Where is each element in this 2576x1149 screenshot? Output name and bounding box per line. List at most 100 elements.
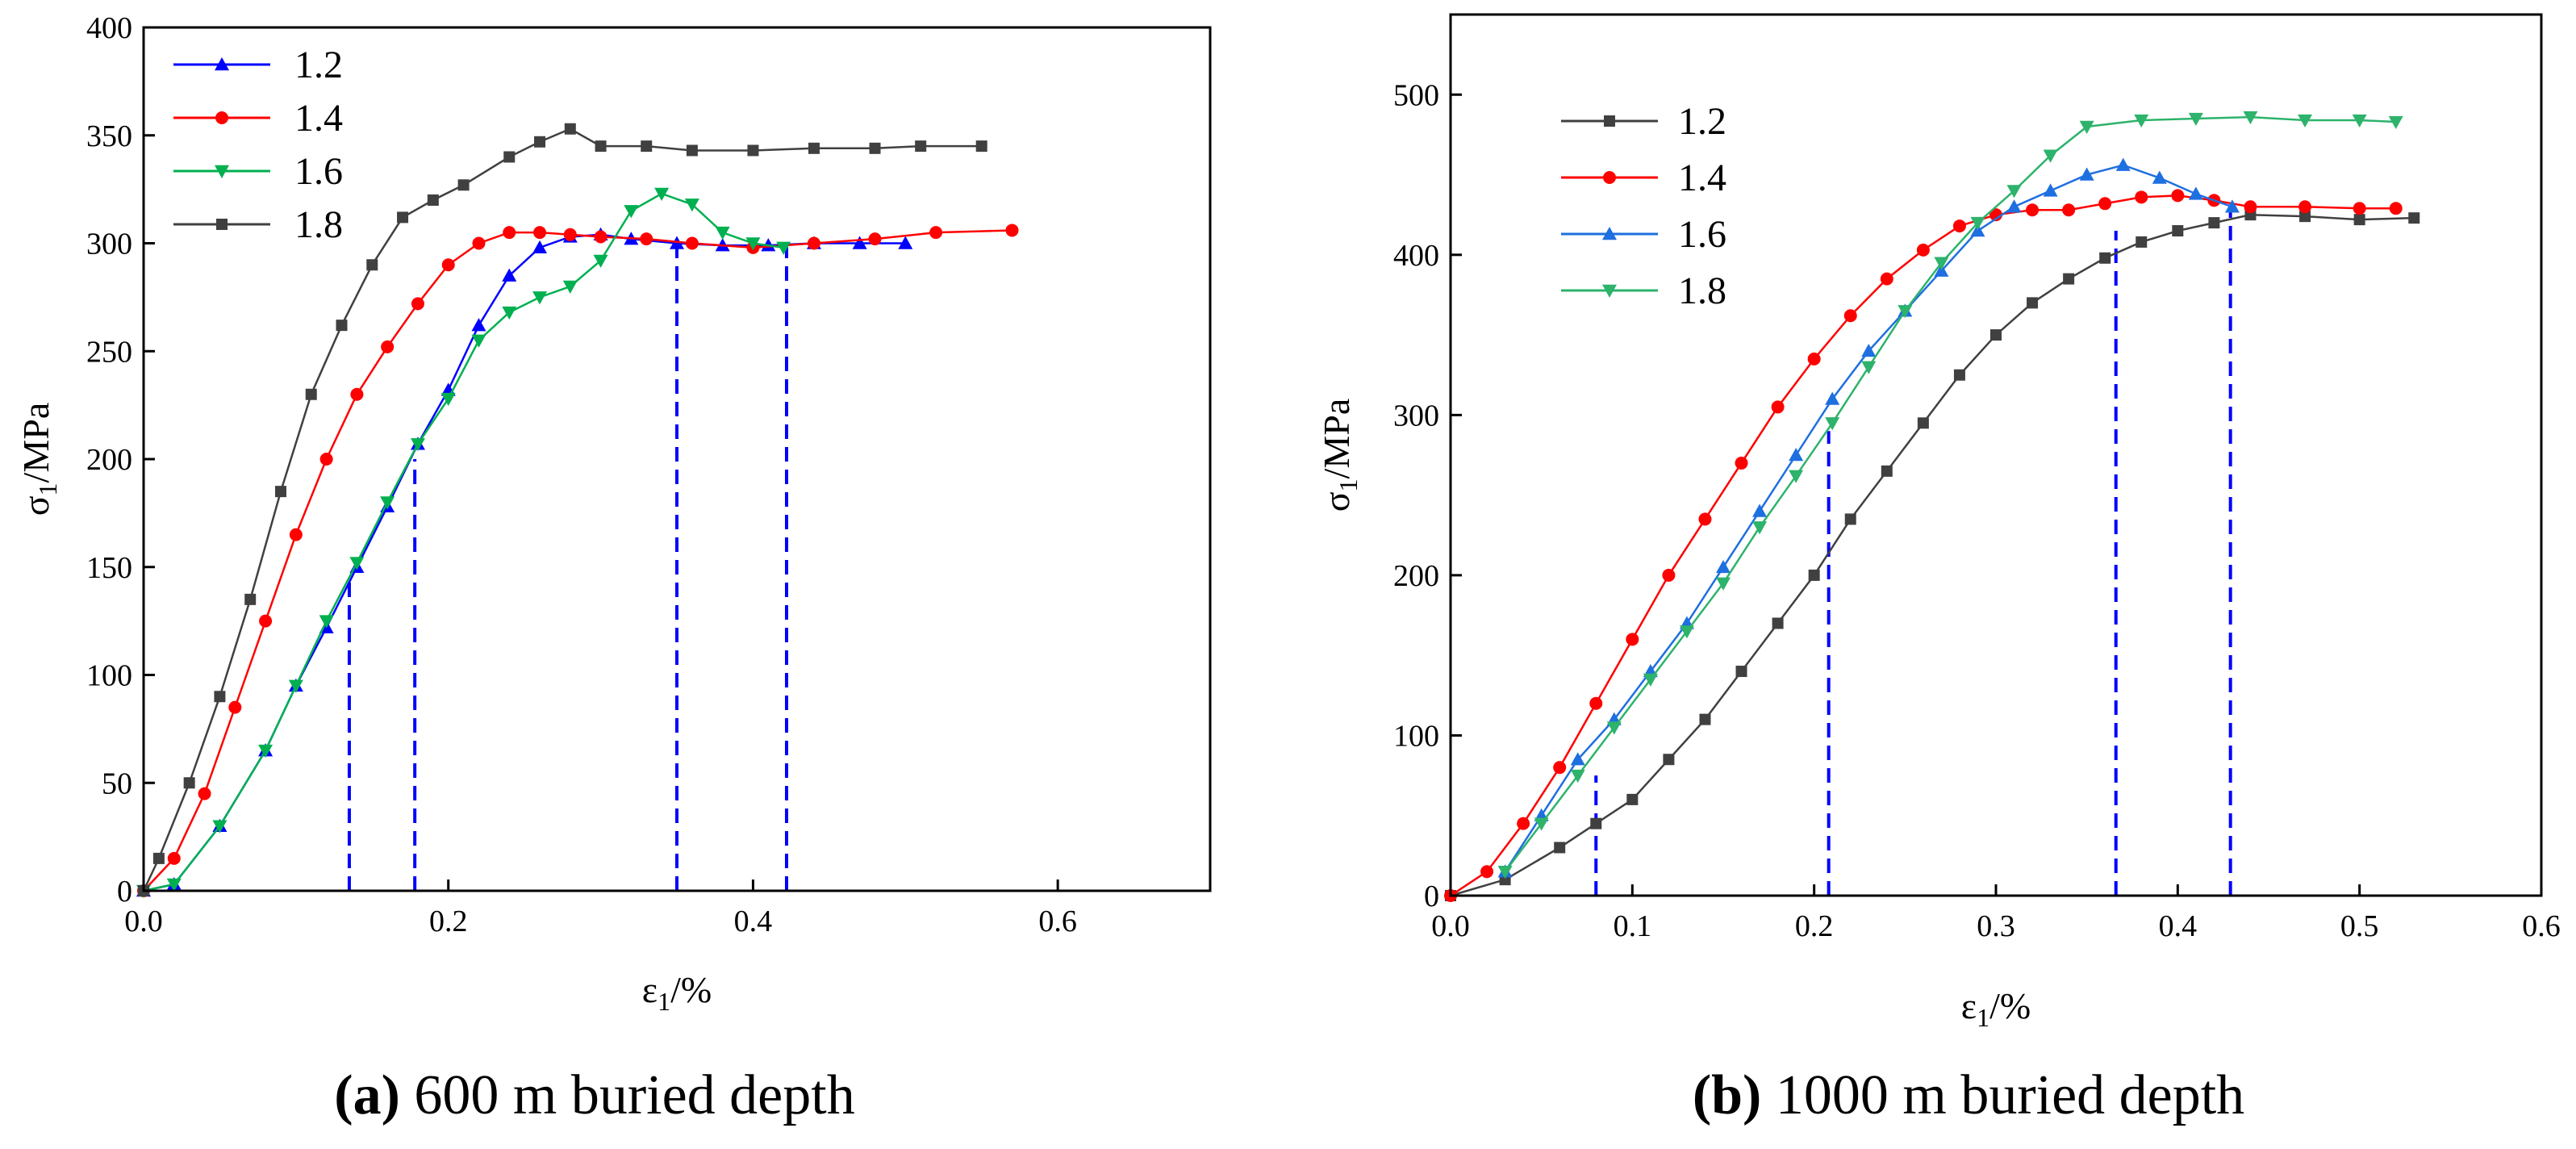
chart-a-y-tick-label: 50 xyxy=(102,767,132,800)
chart-b-series-1.4-point xyxy=(2098,197,2112,211)
chart-b-series-1.8-point xyxy=(2298,114,2313,128)
chart-a-series-1.6-point xyxy=(212,820,228,834)
chart-a-series-1.8-point xyxy=(808,142,820,154)
chart-a-series-1.6-point xyxy=(745,237,761,251)
chart-b-x-tick-label: 0.0 xyxy=(1431,909,1470,943)
chart-a-series-1.6-point xyxy=(715,226,730,240)
chart-b-series-1.6-point xyxy=(1716,559,1731,574)
chart-a-series-1.4-point xyxy=(228,700,242,714)
chart-b-series-1.4-point xyxy=(1589,696,1603,710)
chart-a-series-1.6-point xyxy=(654,187,670,201)
chart-b-series-1.2-point xyxy=(1772,617,1784,629)
chart-a-legend-label-1.6: 1.6 xyxy=(294,150,343,193)
chart-a-series-1.4-point xyxy=(381,340,395,353)
chart-b-series-1.2-point xyxy=(1554,842,1566,854)
chart-b-series-1.2-point xyxy=(2408,212,2420,224)
chart-b-series-1.4-point xyxy=(1553,761,1567,775)
chart-b-series-1.8-point xyxy=(1679,625,1694,639)
chart-a-series-1.4-point xyxy=(1005,224,1019,237)
chart-b-series-1.8-point xyxy=(1789,470,1804,483)
chart-b-ylabel: σ1/MPa xyxy=(1316,399,1363,512)
chart-b-series-1.8-point xyxy=(2043,149,2058,163)
chart-a-xlabel: ε1/% xyxy=(642,969,712,1016)
chart-b-y-tick-label: 400 xyxy=(1393,239,1439,273)
chart-b-series-1.2-point xyxy=(1699,713,1711,725)
chart-a-legend-marker-1.6 xyxy=(215,165,229,178)
chart-b-series-1.6-point xyxy=(2188,186,2203,200)
chart-a-series-1.4-point xyxy=(640,232,653,246)
chart-b-x-tick-label: 0.4 xyxy=(2159,909,2198,943)
chart-a-legend-label-1.2: 1.2 xyxy=(294,44,343,86)
chart-a-x-tick-label: 0.4 xyxy=(734,905,773,938)
chart-b-series-1.2-point xyxy=(2172,225,2184,237)
chart-b-series-1.4-point xyxy=(1771,400,1785,414)
chart-a-series-1.4-point xyxy=(868,232,882,246)
chart-a-series-1.6-point xyxy=(593,254,608,268)
chart-b-series-1.4-point xyxy=(1989,208,2002,222)
chart-a-series-line-1.2 xyxy=(143,233,906,892)
chart-b-series-1.4-point xyxy=(2135,190,2148,204)
chart-b-series-1.4-point xyxy=(1735,456,1748,470)
chart-a-series-1.4-point xyxy=(807,236,820,250)
chart-b-series-1.6-point xyxy=(2224,199,2240,213)
chart-a-series-1.2-point xyxy=(471,318,486,332)
chart-b-legend-label-1.6: 1.6 xyxy=(1678,213,1726,256)
chart-b-series-1.2-point xyxy=(1808,569,1820,581)
chart-a-series-1.4-point xyxy=(350,387,364,401)
chart-a-y-tick-label: 350 xyxy=(86,119,132,153)
chart-b-legend-label-1.8: 1.8 xyxy=(1678,269,1726,312)
chart-a-series-1.6-point xyxy=(502,306,517,320)
chart-b-series-1.4-point xyxy=(2244,200,2257,214)
chart-a-y-tick-label: 150 xyxy=(86,551,132,585)
chart-b-series-1.2-point xyxy=(2136,236,2148,248)
chart-a-series-1.6-point xyxy=(319,615,334,629)
chart-a-ticks: 0.0 0.2 0.4 0.6 0 50 100 150 200 250 300 350 400 xyxy=(86,11,1077,938)
chart-b-series-1.4-point xyxy=(2353,202,2366,215)
chart-b-series-1.8-point xyxy=(1606,721,1622,735)
chart-b-series-1.4-point xyxy=(2026,203,2040,217)
chart-a-y-tick-label: 0 xyxy=(117,875,132,909)
chart-b-series-1.8-point xyxy=(2388,115,2403,130)
chart-a-series-1.6-point xyxy=(562,280,578,294)
chart-b-y-tick-label: 300 xyxy=(1393,399,1439,432)
chart-b-series-1.2-point xyxy=(1917,417,1929,429)
chart-b-legend-marker-1.4 xyxy=(1603,171,1616,184)
chart-b-series-1.2-point xyxy=(1881,465,1893,477)
chart-b-series-1.2-point xyxy=(2027,297,2039,309)
chart-a-series-1.4-point xyxy=(594,230,607,244)
chart-b-series-1.8-point xyxy=(2188,112,2203,127)
chart-a-series-1.8-point xyxy=(274,486,286,498)
chart-a-y-tick-label: 300 xyxy=(86,228,132,261)
chart-a-caption: (a) 600 m buried depth xyxy=(334,1064,854,1126)
chart-b-series-1.8-point xyxy=(1898,305,1913,319)
chart-b-x-tick-label: 0.2 xyxy=(1795,909,1834,943)
chart-b-series-1.8-point xyxy=(1716,577,1731,591)
chart-a-series-1.8-point xyxy=(366,259,378,271)
chart-b-y-tick-label: 500 xyxy=(1393,78,1439,112)
chart-b-series-1.6-point xyxy=(2043,183,2058,197)
chart-b-marks xyxy=(1444,111,2420,902)
chart-a-series-1.2-point xyxy=(898,236,913,249)
chart-a-series-1.6-point xyxy=(684,198,699,212)
chart-b-legend-marker-1.8 xyxy=(1602,284,1617,298)
chart-b-series-1.8-point xyxy=(1752,521,1768,535)
chart-b-x-tick-label: 0.1 xyxy=(1614,909,1652,943)
chart-b-series-1.6-point xyxy=(2115,157,2131,171)
chart-b-legend-label-1.2: 1.2 xyxy=(1678,100,1726,143)
chart-a-y-tick-label: 400 xyxy=(86,11,132,45)
chart-b-series-1.8-point xyxy=(1570,769,1585,783)
chart-a-series-1.4-point xyxy=(563,228,577,241)
chart-b-series-1.2-point xyxy=(1626,793,1639,805)
chart-a-series-1.4-point xyxy=(289,528,303,541)
chart-a-series-1.4-point xyxy=(441,258,455,272)
chart-b-series-1.8-point xyxy=(1497,866,1513,880)
chart-b-series-1.2-point xyxy=(2299,211,2311,223)
chart-a-series-1.8-point xyxy=(427,194,439,206)
chart-a-series-1.6-point xyxy=(410,438,425,452)
chart-b-series-1.2-point xyxy=(2208,217,2220,229)
chart-b-legend-marker-1.2 xyxy=(1604,115,1615,127)
chart-b-x-tick-label: 0.3 xyxy=(1977,909,2015,943)
chart-a-legend-marker-1.4 xyxy=(215,111,228,124)
chart-b-series-1.4-point xyxy=(1698,512,1712,526)
